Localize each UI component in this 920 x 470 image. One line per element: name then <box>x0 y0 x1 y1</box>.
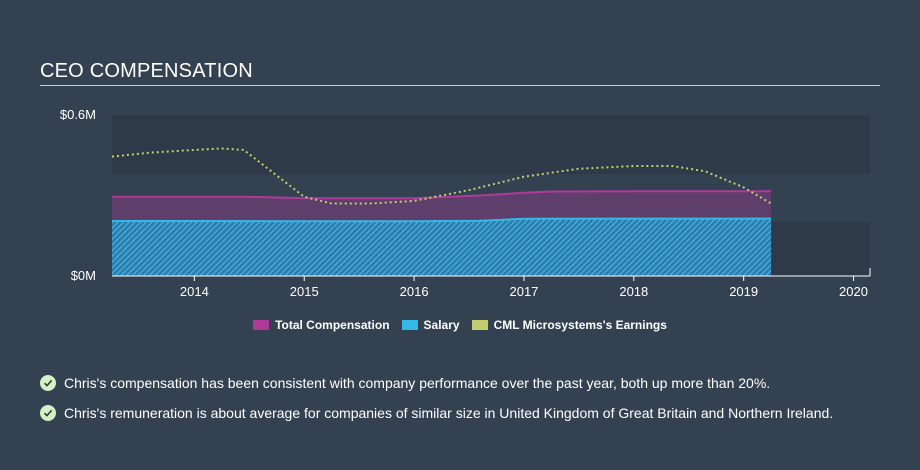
insight-item: Chris's compensation has been consistent… <box>40 368 900 398</box>
x-tick-label: 2016 <box>400 284 429 299</box>
insight-text: Chris's compensation has been consistent… <box>64 375 771 391</box>
legend-swatch-salary <box>401 320 418 330</box>
chart-title: CEO COMPENSATION <box>40 60 253 82</box>
chart-legend: Total Compensation Salary CML Microsyste… <box>0 318 920 332</box>
legend-item-salary[interactable]: Salary <box>401 318 460 332</box>
compensation-chart: $0.6M $0M 2014 2015 2016 2017 2018 2019 2020 <box>60 107 871 299</box>
x-tick-label: 2019 <box>729 284 758 299</box>
salary-line <box>112 217 772 223</box>
legend-swatch-total-compensation <box>253 320 270 330</box>
legend-item-total-compensation[interactable]: Total Compensation <box>253 318 390 332</box>
legend-label-earnings: CML Microsystems's Earnings <box>493 318 667 332</box>
legend-item-earnings[interactable]: CML Microsystems's Earnings <box>471 318 667 332</box>
legend-label-salary: Salary <box>423 318 460 332</box>
check-icon <box>40 405 56 421</box>
plot-band-upper <box>112 115 870 175</box>
insights-list: Chris's compensation has been consistent… <box>40 368 900 428</box>
check-icon <box>40 375 56 391</box>
x-tick-label: 2020 <box>839 284 868 299</box>
legend-label-total-compensation: Total Compensation <box>275 318 390 332</box>
total-compensation-line <box>112 190 772 200</box>
x-tick-label: 2015 <box>290 284 319 299</box>
x-tick-label: 2018 <box>619 284 648 299</box>
y-tick-label: $0.6M <box>60 107 96 122</box>
insight-item: Chris's remuneration is about average fo… <box>40 398 900 428</box>
x-tick-label: 2014 <box>180 284 209 299</box>
plot-band-middle <box>112 174 870 223</box>
x-tick-label: 2017 <box>509 284 538 299</box>
title-divider <box>40 85 880 86</box>
legend-swatch-earnings <box>471 320 488 330</box>
y-tick-label: $0M <box>71 268 96 283</box>
earnings-line <box>111 147 772 205</box>
salary-area <box>112 218 772 276</box>
insight-text: Chris's remuneration is about average fo… <box>64 405 834 421</box>
